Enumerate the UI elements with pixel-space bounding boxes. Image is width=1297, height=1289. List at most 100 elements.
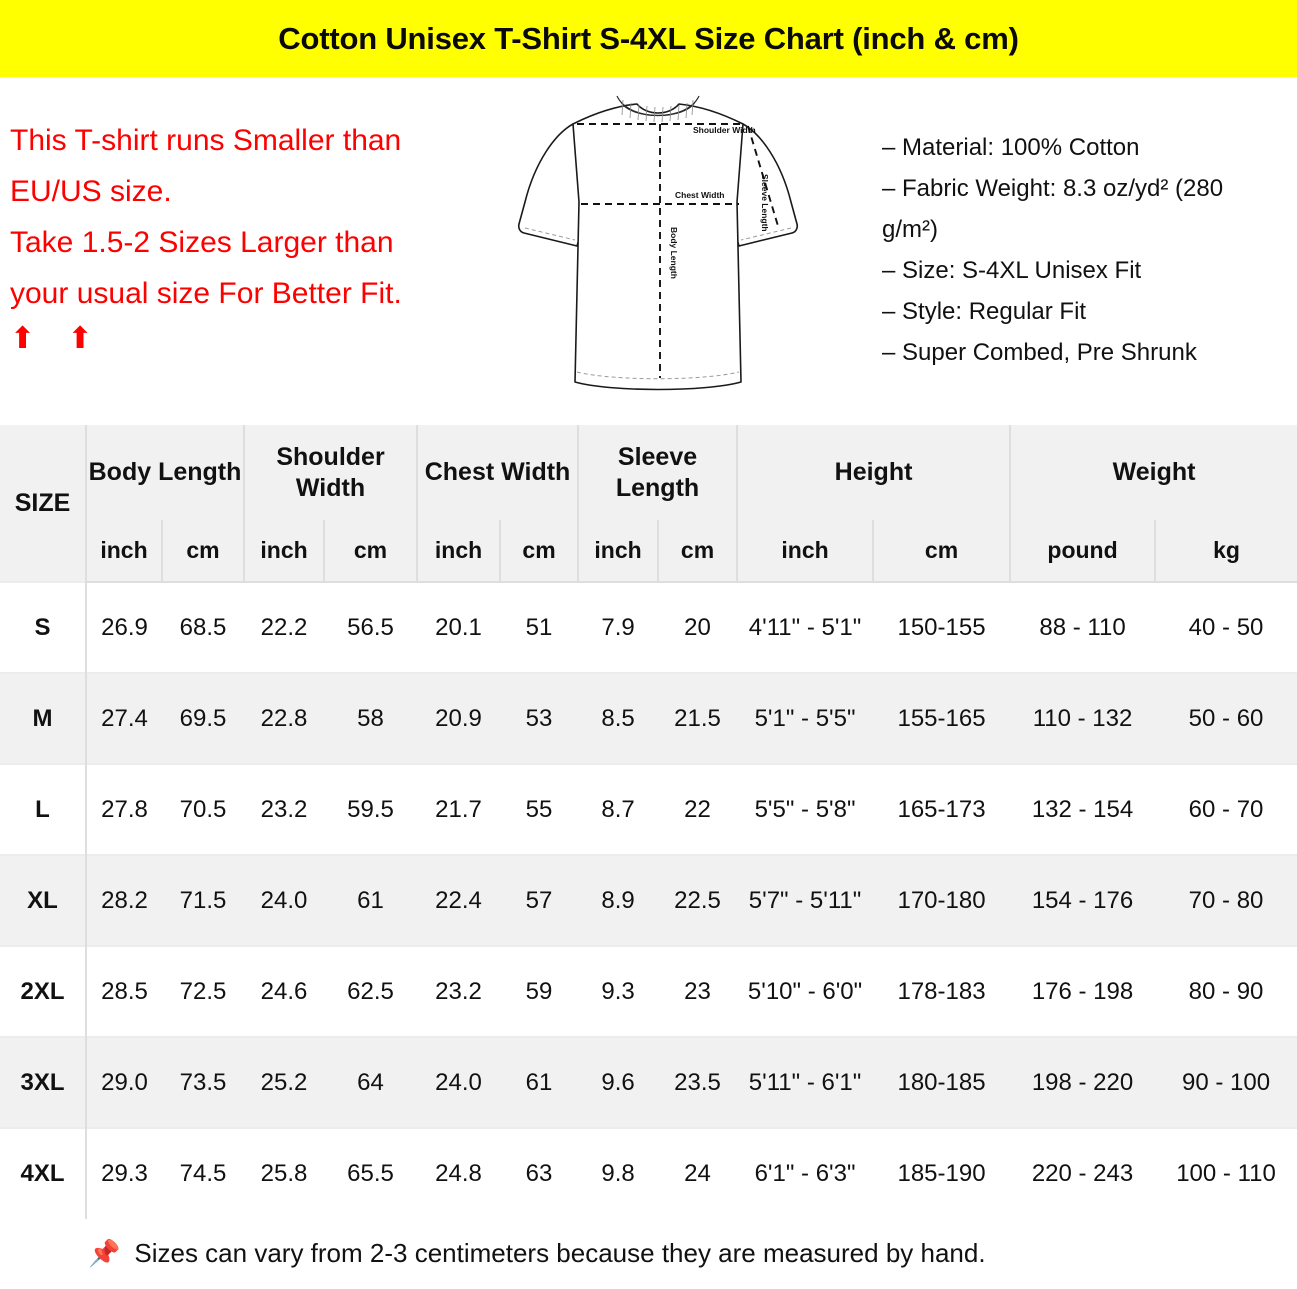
measurement-cell: 27.4 <box>86 672 162 764</box>
sizing-warning-block: This T-shirt runs Smaller than EU/US siz… <box>10 115 510 359</box>
measurement-cell: 178-183 <box>873 945 1011 1037</box>
unit-header-shoulder-width-cm: cm <box>323 520 419 583</box>
measurement-cell: 9.8 <box>578 1127 659 1219</box>
table-body: S 26.9 68.5 22.2 56.5 20.1 51 7.9 20 4'11" - 5'1"… <box>0 581 1297 1219</box>
measurement-cell: 20.9 <box>417 672 501 764</box>
measurement-cell: 176 - 198 <box>1010 945 1156 1037</box>
measurement-cell: 21.5 <box>658 672 738 764</box>
measurement-cell: 70 - 80 <box>1155 854 1297 946</box>
spec-item-finish: – Super Combed, Pre Shrunk <box>882 339 1197 366</box>
label-shoulder-width: Shoulder Width <box>693 125 756 135</box>
measurement-cell: 25.2 <box>244 1036 325 1128</box>
size-label-cell: M <box>0 672 87 764</box>
measurement-cell: 22.8 <box>244 672 325 764</box>
measurement-cell: 74.5 <box>162 1127 245 1219</box>
measurement-cell: 110 - 132 <box>1010 672 1156 764</box>
measurement-cell: 24.0 <box>244 854 325 946</box>
measurement-cell: 29.0 <box>86 1036 162 1128</box>
measurement-cell: 53 <box>500 672 579 764</box>
column-header-weight: Weight <box>1009 425 1297 520</box>
t-shirt-measurement-diagram: Shoulder Width Chest Width Sleeve Length… <box>505 82 815 412</box>
measurement-cell: 22.4 <box>417 854 501 946</box>
measurement-cell: 65.5 <box>324 1127 418 1219</box>
measurement-cell: 60 - 70 <box>1155 763 1297 855</box>
measurement-cell: 23 <box>658 945 738 1037</box>
size-label-cell: L <box>0 763 87 855</box>
measurement-cell: 61 <box>500 1036 579 1128</box>
warning-line-1: This T-shirt runs Smaller than <box>10 124 402 157</box>
measurement-cell: 51 <box>500 581 579 673</box>
measurement-cell: 20 <box>658 581 738 673</box>
measurement-cell: 25.8 <box>244 1127 325 1219</box>
unit-header-height-inch: inch <box>736 520 875 583</box>
measurement-cell: 56.5 <box>324 581 418 673</box>
measurement-cell: 100 - 110 <box>1155 1127 1297 1219</box>
measurement-cell: 88 - 110 <box>1010 581 1156 673</box>
measurement-cell: 6'1" - 6'3" <box>737 1127 874 1219</box>
measurement-cell: 40 - 50 <box>1155 581 1297 673</box>
size-chart-table: SIZE Body Length Shoulder Width Chest Wi… <box>0 425 1297 1219</box>
footer-note-text: Sizes can vary from 2-3 centimeters beca… <box>134 1237 986 1268</box>
table-unit-header-row: inch cm inch cm inch cm inch cm inch cm … <box>0 520 1297 583</box>
table-group-header-row: SIZE Body Length Shoulder Width Chest Wi… <box>0 425 1297 582</box>
measurement-cell: 5'7" - 5'11" <box>737 854 874 946</box>
measurement-cell: 5'10" - 6'0" <box>737 945 874 1037</box>
measurement-cell: 27.8 <box>86 763 162 855</box>
label-body-length: Body Length <box>669 227 679 279</box>
measurement-cell: 22.2 <box>244 581 325 673</box>
measurement-cell: 8.7 <box>578 763 659 855</box>
spec-item-style: – Style: Regular Fit <box>882 298 1087 325</box>
column-header-body-length: Body Length <box>84 425 246 520</box>
measurement-cell: 90 - 100 <box>1155 1036 1297 1128</box>
measurement-cell: 185-190 <box>873 1127 1011 1219</box>
unit-header-weight-kg: kg <box>1154 520 1297 583</box>
size-label-cell: 3XL <box>0 1036 87 1128</box>
measurement-cell: 20.1 <box>417 581 501 673</box>
footer-note: 📌 Sizes can vary from 2-3 centimeters be… <box>0 1219 1297 1287</box>
table-header: SIZE Body Length Shoulder Width Chest Wi… <box>0 425 1297 583</box>
measurement-cell: 55 <box>500 763 579 855</box>
measurement-cell: 61 <box>324 854 418 946</box>
column-header-sleeve-length: Sleeve Length <box>577 425 739 520</box>
unit-header-chest-width-cm: cm <box>499 520 580 583</box>
title-banner: Cotton Unisex T-Shirt S-4XL Size Chart (… <box>0 0 1297 77</box>
warning-line-4: your usual size For Better Fit. <box>10 277 402 310</box>
measurement-cell: 22 <box>658 763 738 855</box>
measurement-cell: 220 - 243 <box>1010 1127 1156 1219</box>
measurement-cell: 71.5 <box>162 854 245 946</box>
table-row: 4XL 29.3 74.5 25.8 65.5 24.8 63 9.8 24 6'1" - 6'3… <box>0 1127 1297 1219</box>
unit-header-height-cm: cm <box>872 520 1012 583</box>
measurement-cell: 23.2 <box>417 945 501 1037</box>
unit-header-body-length-cm: cm <box>160 520 246 583</box>
measurement-cell: 62.5 <box>324 945 418 1037</box>
unit-header-body-length-inch: inch <box>85 520 163 583</box>
column-header-height: Height <box>736 425 1012 520</box>
measurement-cell: 9.6 <box>578 1036 659 1128</box>
measurement-cell: 28.2 <box>86 854 162 946</box>
measurement-cell: 50 - 60 <box>1155 672 1297 764</box>
measurement-cell: 70.5 <box>162 763 245 855</box>
table-row: 3XL 29.0 73.5 25.2 64 24.0 61 9.6 23.5 5'11" - 6'… <box>0 1036 1297 1128</box>
column-header-chest-width: Chest Width <box>416 425 580 520</box>
table-row: M 27.4 69.5 22.8 58 20.9 53 8.5 21.5 5'1" - 5'5" 1… <box>0 672 1297 764</box>
measurement-cell: 63 <box>500 1127 579 1219</box>
measurement-cell: 29.3 <box>86 1127 162 1219</box>
measurement-cell: 69.5 <box>162 672 245 764</box>
size-label-cell: S <box>0 581 87 673</box>
unit-header-sleeve-length-cm: cm <box>657 520 739 583</box>
measurement-cell: 22.5 <box>658 854 738 946</box>
up-arrow-icon: ⬆ ⬆ <box>10 322 105 355</box>
measurement-cell: 24.0 <box>417 1036 501 1128</box>
measurement-cell: 165-173 <box>873 763 1011 855</box>
measurement-cell: 59 <box>500 945 579 1037</box>
measurement-cell: 180-185 <box>873 1036 1011 1128</box>
size-label-cell: 4XL <box>0 1127 87 1219</box>
spec-item-fabric-weight-cont: g/m²) <box>882 216 938 243</box>
measurement-cell: 57 <box>500 854 579 946</box>
spec-item-material: – Material: 100% Cotton <box>882 134 1140 161</box>
table-row: L 27.8 70.5 23.2 59.5 21.7 55 8.7 22 5'5" - 5'8" 1… <box>0 763 1297 855</box>
measurement-cell: 23.5 <box>658 1036 738 1128</box>
measurement-cell: 58 <box>324 672 418 764</box>
page-title: Cotton Unisex T-Shirt S-4XL Size Chart (… <box>278 20 1019 56</box>
